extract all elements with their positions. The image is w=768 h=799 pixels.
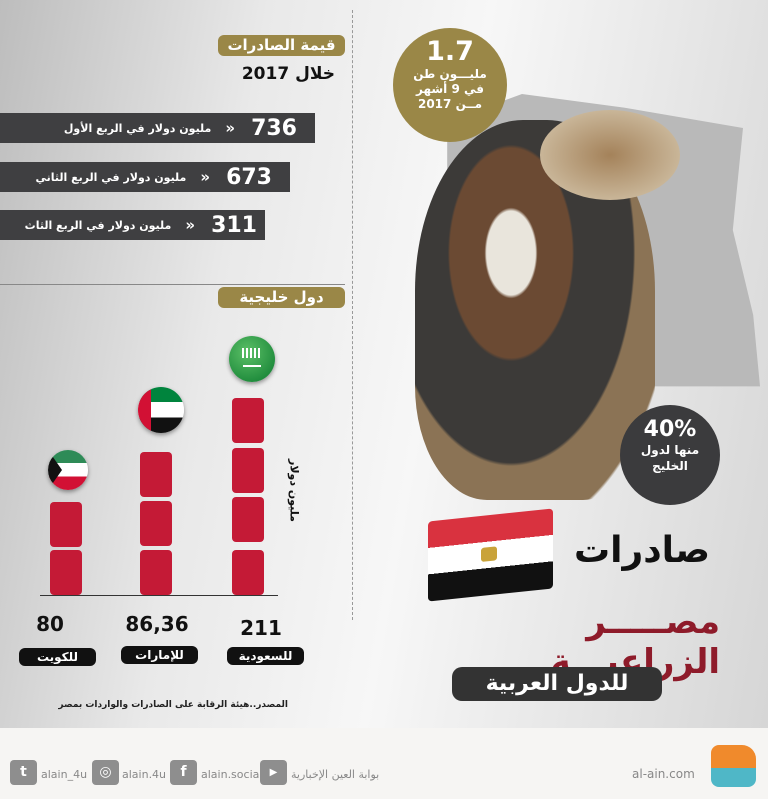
uae-block [140,452,172,497]
saudi-label: للسعودية [227,647,304,665]
site-url[interactable]: al-ain.com [632,767,695,781]
kuwait-label: للكويت [19,648,96,666]
saudi-block [232,448,264,493]
kuwait-value: 80 [36,612,64,636]
twitter-handle[interactable]: alain_4u [41,768,88,781]
facebook-icon[interactable]: f [170,760,197,785]
youtube-icon[interactable]: ▶ [260,760,287,785]
tonnage-text: مــن 2017 [417,97,482,111]
quarter-label: مليون دولار في الربع الأول [63,121,212,135]
quarter-value: 311 [211,212,257,238]
section-divider [0,284,345,285]
quarter-value: 736 [251,115,297,141]
uae-block [140,501,172,546]
gulf-title: دول خليجية [218,287,345,308]
tonnage-badge: 1.7 مليـــون طن في 9 أشهر مــن 2017 [393,28,507,142]
youtube-channel[interactable]: بوابة العين الإخبارية [291,768,380,781]
exports-value-title: قيمة الصادرات [218,35,345,56]
kuwait-flag-icon [48,450,88,490]
instagram-icon[interactable]: ◎ [92,760,119,785]
source-note: المصدر..هيئة الرقابة على الصادرات والوار… [58,700,288,710]
gulf-share-text: الخليج [652,459,688,473]
unit-label: مليون دولار [287,459,301,522]
tonnage-text: في 9 أشهر [415,82,485,96]
kuwait-block [50,550,82,595]
saudi-block [232,550,264,595]
gulf-share-value: 40% [643,417,697,442]
uae-block [140,550,172,595]
alain-logo [711,745,756,787]
saudi-value: 211 [240,616,282,640]
exports-year: خلال 2017 [241,64,335,84]
quarter-label: مليون دولار في الربع الثاث [24,218,172,232]
quarter-row: 311 « مليون دولار في الربع الثاث [0,210,265,240]
tonnage-value: 1.7 [426,36,474,67]
saudi-flag-icon [229,336,275,382]
headline-exports: صادرات [573,530,710,571]
twitter-icon[interactable]: t [10,760,37,785]
gulf-share-badge: 40% منها لدول الخليج [620,405,720,505]
divider [352,10,353,620]
saudi-block [232,398,264,443]
instagram-handle[interactable]: alain.4u [122,768,167,781]
quarter-label: مليون دولار في الربع الثاني [35,170,187,184]
baseline [40,595,278,596]
quarter-row: 673 « مليون دولار في الربع الثاني [0,162,290,192]
gulf-share-text: منها لدول [640,443,700,457]
quarter-row: 736 « مليون دولار في الربع الأول [0,113,315,143]
uae-flag-icon [138,387,184,433]
kuwait-block [50,502,82,547]
tonnage-text: مليـــون طن [413,67,487,81]
uae-value: 86,36 [125,612,189,636]
grain-basket [540,110,680,200]
chevron-icon: « [200,168,211,186]
infographic-body: قيمة الصادرات خلال 2017 736 « مليون دولا… [0,0,768,728]
quarter-value: 673 [226,164,272,190]
headline-arab-countries: للدول العربية [452,667,662,701]
facebook-handle[interactable]: alain.social [201,768,263,781]
uae-label: للإمارات [121,646,198,664]
chevron-icon: « [225,119,236,137]
saudi-block [232,497,264,542]
chevron-icon: « [185,216,196,234]
